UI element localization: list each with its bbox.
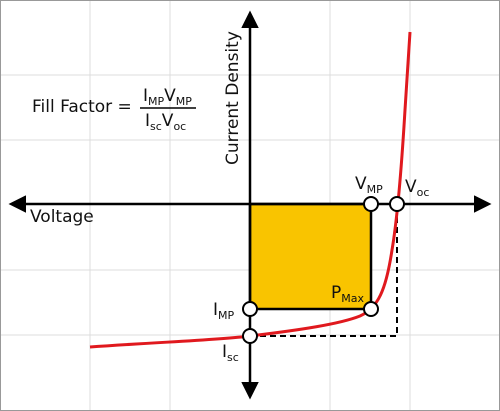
imp-label: IMP: [213, 300, 235, 322]
vmp-label: VMP: [355, 174, 383, 196]
points: [242, 196, 405, 344]
max-power-rect: [248, 202, 373, 311]
isc-label: Isc: [222, 342, 239, 364]
formula-label: Fill Factor =: [32, 97, 132, 117]
voc-label: Voc: [405, 177, 429, 199]
numerator: IMPVMP: [143, 86, 192, 108]
x-axis-label: Voltage: [30, 207, 94, 227]
y-axis-label: Current Density: [223, 31, 243, 165]
denominator: IscVoc: [145, 111, 186, 133]
ideal-rect: [250, 204, 398, 337]
pmax-label: PMax: [331, 283, 364, 305]
